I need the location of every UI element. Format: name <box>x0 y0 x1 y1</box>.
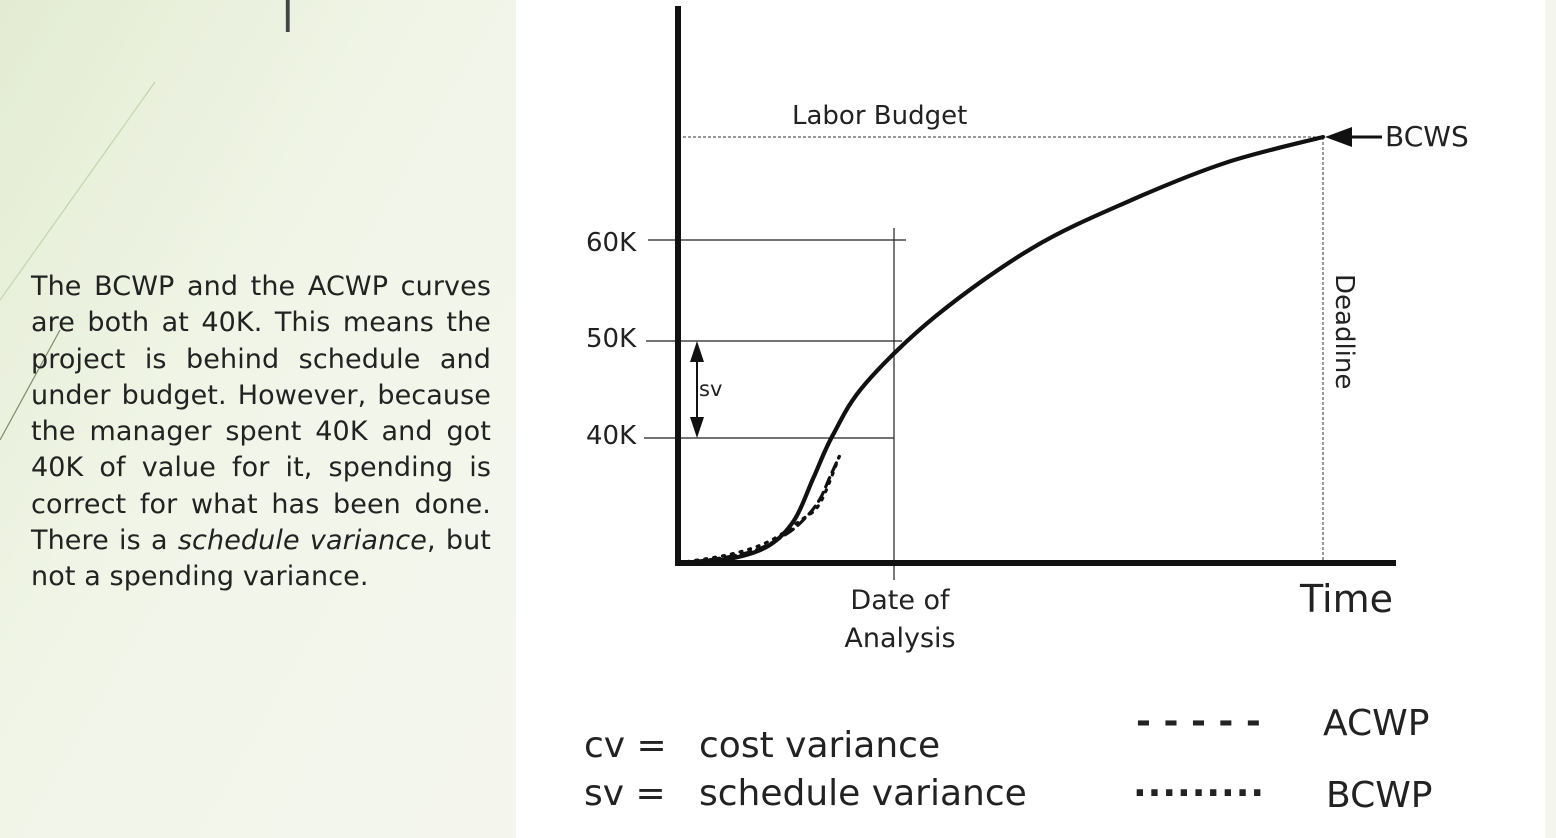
legend-cv-desc: cost variance <box>699 725 940 766</box>
series-acwp-curve <box>676 454 841 565</box>
legend-cv-key: cv = <box>584 725 667 766</box>
legend-bcwp-label: BCWP <box>1326 775 1433 816</box>
tick-label-40k: 40K <box>586 421 637 451</box>
series-bcwp-curve <box>676 454 841 565</box>
body-text: The BCWP and the ACWP curves are both at… <box>31 271 491 593</box>
labor-budget-label: Labor Budget <box>792 101 967 131</box>
series-bcws-curve <box>675 134 1326 566</box>
series-layer <box>675 134 1326 566</box>
bcws-arrow-head <box>1325 127 1352 147</box>
legend-acwp-label: ACWP <box>1323 703 1429 744</box>
bcws-label: BCWS <box>1385 120 1469 153</box>
legend-bcwp-symbol: ········· <box>1133 773 1265 814</box>
legend-acwp-symbol: - - - - - <box>1136 701 1261 742</box>
legend-sv-desc: schedule variance <box>699 773 1027 814</box>
sv-label: sv <box>699 377 722 401</box>
decorative-diagonal-lines <box>0 81 156 441</box>
title-fragment: | <box>280 0 296 32</box>
date-of-analysis-label-line2: Analysis <box>844 623 955 654</box>
left-panel: | The BCWP and the ACWP curves are both … <box>0 0 516 838</box>
tick-label-50k: 50K <box>586 324 637 354</box>
right-edge-strip <box>1545 0 1556 838</box>
earned-value-chart: Labor Budget Deadline 60K 50K 40K sv BCW… <box>584 6 1469 816</box>
time-axis-label: Time <box>1299 577 1393 621</box>
schedule-variance-term: schedule variance <box>177 525 427 557</box>
date-of-analysis-label-line1: Date of <box>850 585 951 616</box>
sv-arrow-head-down <box>690 417 704 438</box>
deadline-label: Deadline <box>1329 274 1359 389</box>
sv-arrow-head-up <box>690 341 704 362</box>
tick-label-60k: 60K <box>586 228 637 258</box>
legend-sv-key: sv = <box>584 773 666 814</box>
